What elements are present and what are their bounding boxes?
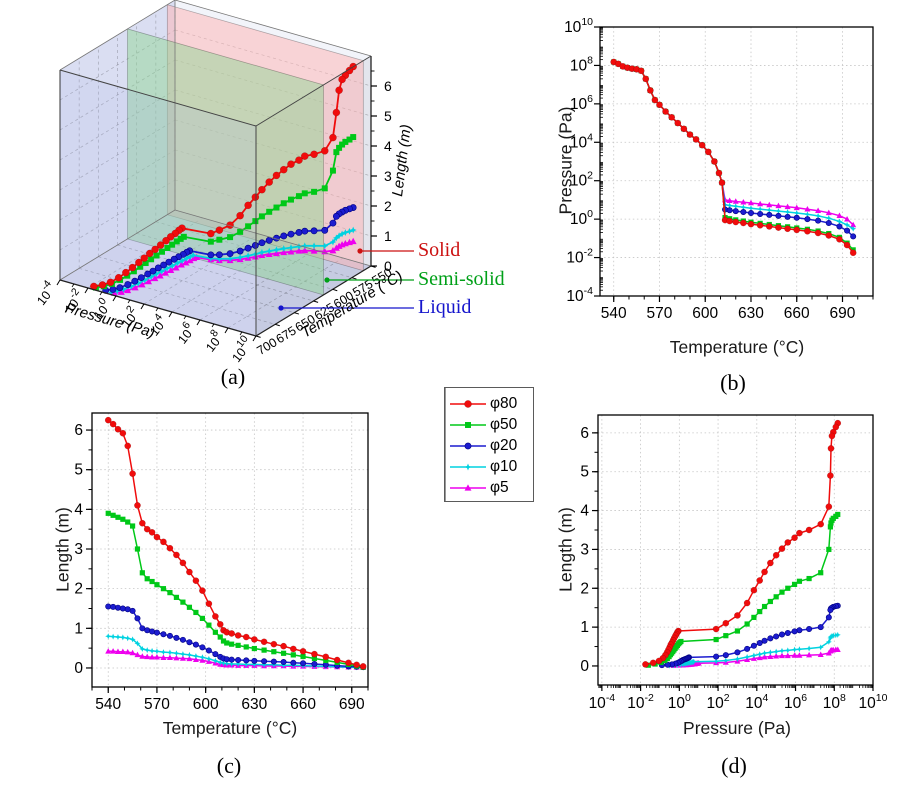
svg-text:1010: 1010 [564,16,593,36]
svg-text:1: 1 [74,620,83,637]
series-legend: φ80 φ50 φ20 φ10 φ5 [444,387,534,502]
svg-text:630: 630 [738,305,764,322]
svg-text:630: 630 [241,696,267,713]
svg-text:102: 102 [570,170,593,190]
legend-item-φ5: φ5 [449,477,533,498]
panel-b-plot: 540 570 600 630 660 690 10-4 10-2 100 102 104 106 10… [564,16,874,322]
legend-marker-circle-small-icon [450,442,486,449]
svg-text:100: 100 [668,692,691,712]
svg-text:540: 540 [95,696,121,713]
svg-text:0: 0 [580,658,589,675]
svg-text:540: 540 [601,305,627,322]
svg-text:4: 4 [74,501,83,518]
svg-text:570: 570 [647,305,673,322]
legend-marker-square-icon [450,421,486,428]
svg-text:5: 5 [580,464,589,481]
legend-marker-star-icon [450,463,486,470]
svg-text:0: 0 [74,660,83,677]
panel-d-y-axis-title: Length (m) [555,507,576,592]
annotation-semi-solid: Semi-solid [418,268,505,290]
svg-text:4: 4 [580,503,589,520]
svg-text:690: 690 [830,305,856,322]
svg-text:10-4: 10-4 [589,692,616,712]
svg-text:108: 108 [823,692,846,712]
legend-item-φ50: φ50 [449,414,533,435]
svg-text:5: 5 [384,108,392,124]
panel-b-letter: (b) [720,370,746,395]
panel-a-3d-plot: 10-410-210010210410610810105505756006256… [34,0,414,365]
panel-a-letter: (a) [220,364,246,389]
svg-text:3: 3 [384,168,392,184]
panel-b-x-axis-title: Temperature (°C) [669,337,805,357]
legend-marker-circle-icon [450,399,486,408]
legend-item-φ80: φ80 [449,393,533,414]
panel-c-x-axis-title: Temperature (°C) [162,718,298,738]
svg-text:600: 600 [193,696,219,713]
legend-label: φ10 [490,457,518,475]
svg-text:570: 570 [144,696,170,713]
svg-text:106: 106 [784,692,807,712]
svg-text:2: 2 [580,580,589,597]
svg-text:5: 5 [74,462,83,479]
svg-text:106: 106 [570,93,593,113]
svg-text:1010: 1010 [226,333,257,365]
svg-text:660: 660 [290,696,316,713]
svg-text:1: 1 [580,619,589,636]
svg-text:660: 660 [784,305,810,322]
svg-text:1010: 1010 [859,692,888,712]
svg-text:106: 106 [171,319,198,346]
svg-text:6: 6 [580,425,589,442]
svg-text:1: 1 [384,228,392,244]
svg-text:690: 690 [339,696,365,713]
svg-text:4: 4 [384,138,392,154]
svg-text:2: 2 [74,581,83,598]
panel-c-letter: (c) [216,753,242,778]
svg-text:100: 100 [570,208,593,228]
legend-label: φ5 [490,478,509,496]
svg-text:104: 104 [143,311,170,338]
legend-marker-triangle-icon [450,483,486,491]
legend-label: φ20 [490,436,518,454]
svg-text:6: 6 [74,422,83,439]
svg-text:3: 3 [580,541,589,558]
svg-text:10-2: 10-2 [627,692,654,712]
svg-text:0: 0 [384,258,392,274]
panel-c-y-axis-title: Length (m) [52,507,73,592]
annotation-solid: Solid [418,239,461,261]
legend-item-φ20: φ20 [449,435,533,456]
svg-text:6: 6 [384,78,392,94]
svg-text:104: 104 [745,692,768,712]
panel-b-y-axis-title: Pressure (Pa) [555,106,576,215]
panel-d-letter: (d) [721,753,747,778]
svg-text:3: 3 [74,541,83,558]
svg-text:104: 104 [570,131,593,151]
svg-text:10-2: 10-2 [566,247,593,267]
panel-d-x-axis-title: Pressure (Pa) [683,718,791,738]
svg-text:102: 102 [707,692,730,712]
svg-text:600: 600 [692,305,718,322]
panel-d-plot: 10-4 10-2 100 102 104 106 108 1010 0 1 2 3 4 5 6 [580,414,888,712]
legend-label: φ80 [490,394,518,412]
svg-text:2: 2 [384,198,392,214]
annotation-liquid: Liquid [418,296,472,318]
panel-c-plot: 540 570 600 630 660 690 0 1 2 3 4 5 6 [74,412,369,713]
svg-text:10-4: 10-4 [566,285,593,305]
svg-text:108: 108 [199,327,226,354]
legend-item-φ10: φ10 [449,456,533,477]
svg-text:108: 108 [570,54,593,74]
legend-label: φ50 [490,415,518,433]
